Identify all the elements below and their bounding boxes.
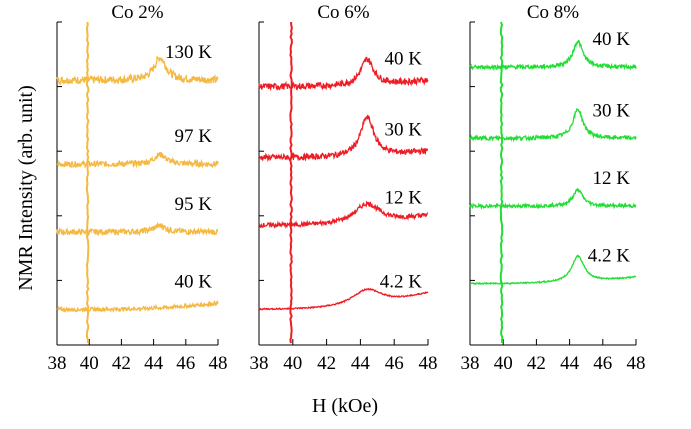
x-tick-label: 40 [494,353,513,374]
x-axis-label: H (kOe) [312,395,378,417]
panel-3: Co 8% 38 40 42 44 46 48 40 K 30 K 12 K 4.2 K [461,2,646,374]
x-tick-label: 48 [627,353,646,374]
x-tick-label: 46 [176,353,195,374]
y-axis-label: NMR Intensity (arb. unit) [15,85,37,291]
x-tick-label: 38 [461,353,480,374]
series-line [258,200,429,230]
series-label: 12 K [593,168,631,189]
x-tick-label: 40 [80,353,99,374]
series-line [56,221,219,237]
series-label: 30 K [593,100,631,121]
x-tick-label: 42 [112,353,131,374]
series-line [56,55,219,86]
artifact-line [289,21,293,344]
series-line [56,299,219,314]
panel-1: Co 2% 38 40 42 44 46 48 130 K 97 K 95 K 40 K [48,2,228,374]
series-label: 95 K [175,194,213,215]
series-label: 130 K [165,42,212,63]
series-label: 40 K [385,49,423,70]
x-tick-label: 38 [48,353,67,374]
panel-title: Co 6% [317,2,369,23]
x-tick-label: 46 [385,353,404,374]
x-tick-label: 40 [283,353,302,374]
x-tick-label: 44 [144,353,164,374]
artifact-line [85,21,90,344]
x-tick-label: 44 [560,353,580,374]
panel-title: Co 8% [527,2,579,23]
series-label: 40 K [593,29,631,50]
x-tick-label: 38 [250,353,269,374]
x-tick-label: 48 [209,353,228,374]
series-label: 12 K [385,187,423,208]
x-tick-label: 48 [419,353,438,374]
x-tick-label: 44 [351,353,371,374]
series-label: 40 K [175,271,213,292]
series-line [258,56,429,92]
series-label: 30 K [385,120,423,141]
series-label: 97 K [175,126,213,147]
series-line [469,39,637,72]
series-line [469,108,637,143]
series-line [56,151,219,169]
panel-2: Co 6% 38 40 42 44 46 48 40 K 30 K 12 K 4.2 K [250,2,438,374]
artifact-line [499,21,504,344]
x-tick-label: 42 [317,353,336,374]
series-line [258,114,429,162]
series-line [469,187,637,211]
x-tick-label: 42 [527,353,546,374]
series-label: 4.2 K [588,246,631,267]
x-tick-label: 46 [593,353,612,374]
panel-title: Co 2% [111,2,163,23]
series-label: 4.2 K [380,271,423,292]
series-line [258,287,429,311]
series-line [469,254,637,286]
